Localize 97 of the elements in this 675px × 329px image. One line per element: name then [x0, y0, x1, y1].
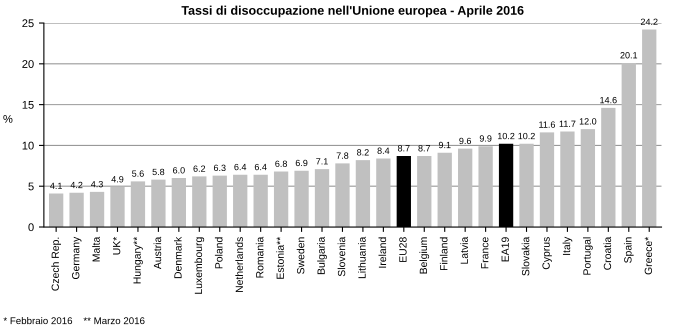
- x-tick-label: Luxembourg: [194, 237, 204, 294]
- x-tick-label: Croatia: [603, 236, 612, 270]
- bar: [438, 152, 452, 228]
- data-label: 4.9: [111, 176, 124, 182]
- bar: [192, 176, 206, 228]
- bar: [294, 170, 309, 228]
- data-label: 20.1: [620, 52, 638, 58]
- data-label: 11.7: [560, 120, 576, 127]
- data-label: 6.3: [214, 164, 226, 172]
- bar: [274, 172, 288, 228]
- x-tick-label: Portugal: [583, 237, 593, 275]
- data-label: 6.4: [254, 164, 267, 170]
- y-tick-label: 15: [22, 101, 34, 109]
- bar: [601, 108, 616, 228]
- bar: [622, 63, 636, 228]
- x-tick-label: Lithuania: [358, 236, 366, 278]
- x-tick-label: Malta: [92, 236, 100, 262]
- x-tick-label: EU28: [399, 237, 407, 262]
- bar: [48, 194, 64, 228]
- data-label: 7.1: [316, 158, 328, 164]
- x-tick-label: Greece*: [644, 236, 652, 274]
- x-tick-label: Slovenia: [338, 236, 346, 276]
- bar: [314, 169, 330, 228]
- x-tick-label: Germany: [72, 236, 82, 280]
- x-tick-label: Estonia**: [276, 236, 284, 279]
- data-label: 6.0: [173, 167, 185, 174]
- bar: [212, 176, 227, 228]
- x-tick-label: Czech Rep.: [51, 238, 61, 291]
- x-tick-label: UK*: [113, 236, 120, 254]
- data-label: 14.6: [600, 96, 617, 104]
- bar: [540, 132, 554, 228]
- bar: [356, 160, 370, 228]
- x-tick-label: Austria: [154, 236, 162, 270]
- y-tick-label: 25: [22, 19, 34, 28]
- x-tick-label: Poland: [214, 237, 223, 268]
- x-tick-label: Spain: [624, 237, 634, 263]
- data-label: 8.2: [357, 149, 369, 156]
- data-label: 8.7: [418, 145, 430, 152]
- y-tick-label: 5: [28, 182, 34, 190]
- x-tick-label: Cyprus: [542, 237, 552, 270]
- bar: [580, 129, 596, 228]
- bar: [519, 144, 534, 228]
- x-tick-label: Romania: [256, 236, 264, 278]
- data-label: 6.4: [234, 164, 246, 170]
- data-label: 6.2: [193, 165, 206, 172]
- data-label: 7.8: [336, 152, 348, 159]
- text: * Febbraio 2016 ** Marzo 2016: [4, 317, 145, 324]
- bar: [478, 146, 493, 228]
- data-label: 5.8: [152, 168, 164, 176]
- x-tick-label: Netherlands: [235, 237, 243, 292]
- bar: [90, 192, 104, 228]
- x-tick-label: Slovakia: [522, 236, 530, 276]
- bar: [642, 30, 656, 228]
- y-tick-label: 0: [28, 223, 34, 232]
- y-tick-label: 20: [22, 60, 34, 68]
- x-tick-label: France: [481, 237, 488, 268]
- data-label: 10.2: [498, 132, 514, 140]
- chart-title: Tassi di disoccupazione nell'Unione europea - Aprile 2016: [182, 6, 524, 18]
- bar: [335, 163, 350, 228]
- data-label: 12.0: [580, 118, 596, 125]
- data-label: 5.6: [132, 170, 144, 177]
- bar: [172, 178, 186, 228]
- data-label: 6.8: [275, 160, 287, 167]
- bar: [233, 174, 248, 228]
- x-tick-label: Italy: [562, 236, 572, 255]
- x-tick-label: Hungary**: [133, 236, 143, 284]
- bar: [560, 132, 575, 228]
- data-label: 9.1: [438, 142, 451, 148]
- data-label: 24.2: [640, 18, 658, 25]
- data-label: 8.7: [398, 145, 410, 152]
- data-label: 10.2: [518, 132, 535, 140]
- x-tick-label: EA19: [501, 237, 509, 262]
- bar: [110, 187, 125, 228]
- bar: [376, 158, 391, 228]
- y-axis-title: %: [3, 115, 12, 123]
- data-label: 4.1: [50, 182, 62, 189]
- data-label: 4.3: [90, 180, 103, 188]
- bar: [130, 181, 146, 228]
- bar: [458, 148, 472, 228]
- data-label: 8.4: [377, 148, 390, 154]
- x-tick-label: Latvia: [460, 236, 468, 264]
- x-tick-label: Belgium: [419, 237, 430, 274]
- x-tick-label: Bulgaria: [317, 236, 327, 274]
- data-label: 9.6: [459, 138, 472, 144]
- data-label: 9.9: [480, 135, 492, 142]
- x-tick-label: Sweden: [296, 237, 304, 274]
- x-tick-label: Finland: [440, 237, 448, 270]
- bar: [254, 174, 268, 228]
- y-tick-label: 10: [22, 142, 34, 150]
- x-tick-label: Ireland: [378, 237, 386, 268]
- bar: [417, 156, 432, 228]
- data-label: 11.6: [539, 121, 556, 128]
- x-tick-label: Denmark: [174, 236, 182, 278]
- bar: [69, 192, 84, 228]
- bar: [151, 180, 166, 228]
- data-label: 4.2: [70, 182, 82, 188]
- data-label: 6.9: [296, 160, 308, 166]
